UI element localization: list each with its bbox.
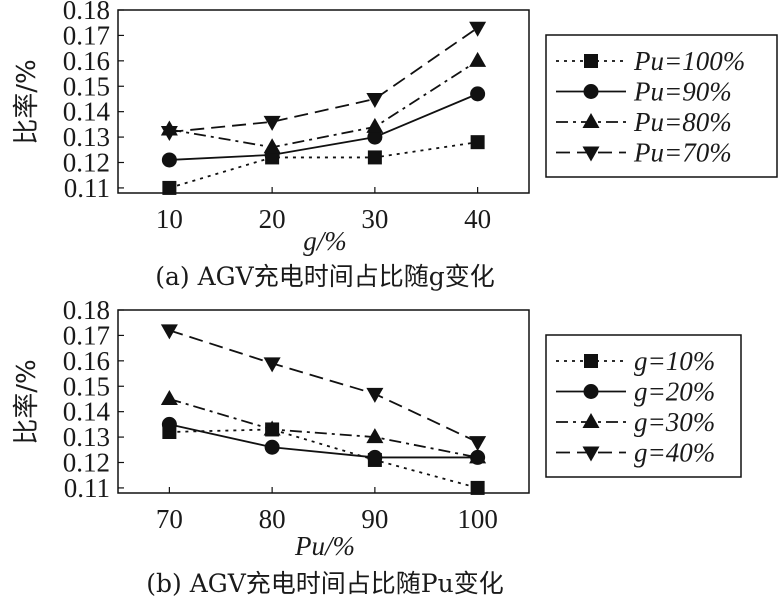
data-point-3-3 (469, 21, 487, 37)
chart-caption: (a) AGV充电时间占比随g变化 (155, 262, 494, 291)
chart-panel-a: 0.110.120.130.140.150.160.170.18 10 20 30 40… (12, 0, 778, 291)
chart-caption: (b) AGV充电时间占比随Pu变化 (146, 569, 503, 598)
x-tick-label: 10 (156, 204, 183, 234)
legend-label-1: Pu=90% (633, 77, 732, 107)
data-point-0-3 (470, 480, 485, 495)
x-axis-label: g/% (303, 226, 347, 256)
y-tick-label: 0.12 (63, 448, 110, 478)
y-tick-label: 0.16 (63, 46, 110, 76)
data-point-1-2 (367, 449, 383, 465)
data-point-2-2 (366, 428, 384, 444)
legend-label-3: g=40% (634, 438, 715, 468)
legend-marker-1 (583, 84, 599, 99)
data-point-1-0 (161, 416, 177, 432)
chart-panel-b: 0.110.120.130.140.150.160.170.18 70 80 90 10… (12, 295, 742, 598)
legend-label-1: g=20% (634, 377, 715, 407)
data-point-1-0 (161, 152, 177, 168)
y-tick-label: 0.13 (63, 122, 110, 152)
y-tick-label: 0.18 (63, 295, 110, 325)
legend-label-0: Pu=100% (633, 46, 745, 76)
y-tick-label: 0.17 (63, 320, 110, 350)
x-tick-label: 40 (464, 204, 491, 234)
data-point-2-3 (469, 448, 487, 464)
legend-marker-0 (584, 54, 598, 68)
series-line-1 (169, 93, 478, 161)
data-point-2-2 (366, 117, 384, 133)
legend-label-3: Pu=70% (633, 138, 732, 168)
series-line-0 (169, 141, 478, 189)
data-point-3-3 (469, 436, 487, 452)
data-point-2-1 (263, 420, 281, 436)
legend-marker-1 (583, 384, 599, 399)
y-tick-label: 0.12 (63, 148, 110, 178)
series-line-3 (169, 27, 479, 133)
y-tick-label: 0.13 (63, 422, 110, 452)
data-point-3-1 (263, 357, 281, 373)
legend-label-2: g=30% (634, 407, 715, 437)
plot-area (117, 309, 530, 494)
y-axis-label: 比率/% (12, 59, 42, 144)
data-point-3-0 (160, 126, 178, 141)
x-axis-label: Pu/% (294, 531, 355, 561)
data-point-0-2 (367, 150, 382, 165)
x-tick-label: 100 (457, 504, 498, 534)
legend-label-2: Pu=80% (633, 107, 732, 137)
x-tick-label: 80 (259, 504, 286, 534)
data-point-2-0 (160, 389, 178, 405)
data-point-2-1 (263, 138, 281, 154)
legend-marker-0 (584, 354, 598, 368)
data-point-3-0 (160, 324, 178, 340)
data-point-1-3 (470, 86, 486, 102)
y-tick-label: 0.14 (63, 397, 111, 427)
x-tick-label: 20 (259, 204, 286, 234)
data-point-3-2 (366, 387, 384, 403)
legend-marker-2 (582, 413, 600, 428)
series-line-2 (169, 398, 478, 459)
x-tick-label: 70 (156, 504, 183, 534)
data-point-2-3 (469, 51, 487, 67)
data-point-3-1 (263, 115, 281, 131)
y-tick-label: 0.11 (64, 473, 110, 503)
y-tick-label: 0.16 (63, 346, 110, 376)
plot-area (117, 9, 530, 194)
series-line-2 (169, 60, 479, 149)
y-tick-label: 0.15 (63, 71, 110, 101)
series-line-0 (169, 428, 478, 489)
series-line-3 (169, 329, 479, 443)
legend-marker-3 (582, 446, 600, 462)
y-tick-label: 0.11 (64, 173, 110, 203)
x-tick-label: 90 (361, 504, 388, 534)
y-tick-label: 0.18 (63, 0, 110, 25)
data-point-1-2 (367, 129, 383, 145)
x-tick-label: 30 (361, 204, 388, 234)
y-tick-label: 0.15 (63, 371, 110, 401)
legend-marker-3 (582, 146, 600, 162)
y-axis-label: 比率/% (12, 359, 42, 444)
data-point-0-3 (470, 135, 485, 150)
data-point-3-2 (366, 92, 384, 108)
y-tick-label: 0.17 (63, 20, 110, 50)
legend-label-0: g=10% (634, 346, 715, 376)
legend-marker-2 (582, 113, 600, 128)
data-point-0-0 (162, 180, 177, 195)
series-line-1 (169, 423, 478, 459)
y-tick-label: 0.14 (63, 97, 111, 127)
data-point-1-1 (264, 439, 280, 455)
